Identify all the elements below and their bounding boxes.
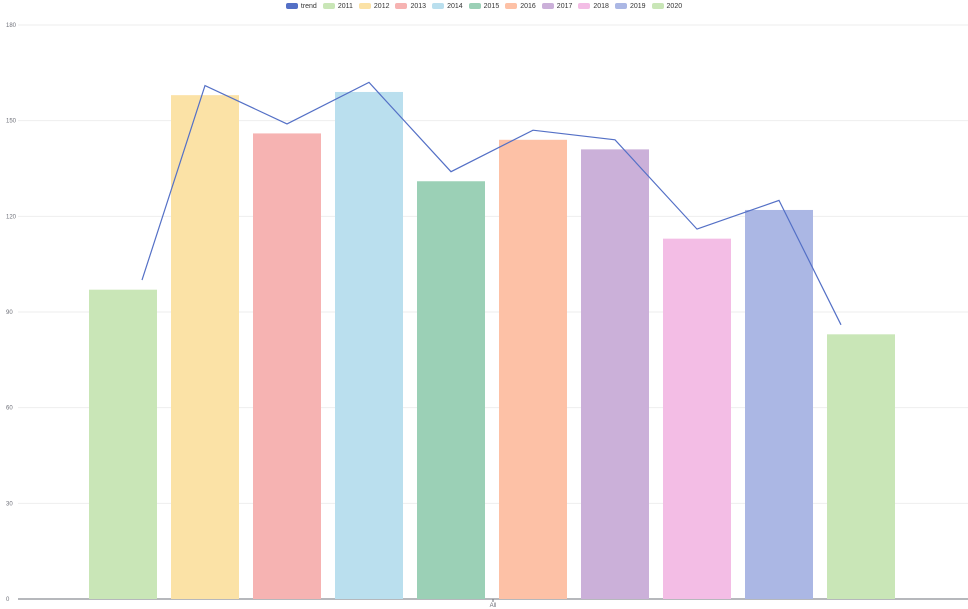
legend-item-2013[interactable]: 2013 <box>395 3 426 10</box>
legend-swatch <box>285 3 298 9</box>
y-tick-label: 150 <box>6 119 17 125</box>
y-tick-label: 30 <box>6 501 13 507</box>
bar-2019 <box>745 209 813 599</box>
bar-2012 <box>171 95 239 600</box>
legend-item-2020[interactable]: 2020 <box>651 2 683 10</box>
legend-swatch <box>541 3 554 9</box>
legend-label: 2011 <box>337 2 353 10</box>
legend: trend 2011 2012 2013 2014 2015 2016 2017 2018 201… <box>0 0 968 12</box>
y-tick-label: 120 <box>6 214 17 220</box>
bar-2013 <box>253 133 321 599</box>
y-tick-label: 90 <box>6 310 13 316</box>
legend-item-2015[interactable]: 2015 <box>468 2 500 10</box>
legend-label: 2016 <box>520 2 536 10</box>
legend-swatch <box>578 3 591 9</box>
legend-item-2019[interactable]: 2019 <box>614 2 646 10</box>
legend-label: 2019 <box>629 2 646 10</box>
trend-line <box>141 81 842 326</box>
y-tick-label: 0 <box>6 597 10 603</box>
legend-label: 2018 <box>593 2 609 10</box>
bar-2020 <box>827 334 895 599</box>
legend-swatch <box>505 3 518 9</box>
legend-swatch <box>432 3 445 9</box>
legend-label: 2014 <box>447 2 463 10</box>
legend-swatch <box>468 3 481 9</box>
legend-label: 2012 <box>373 2 390 10</box>
legend-label: 2015 <box>483 2 500 10</box>
legend-item-2014[interactable]: 2014 <box>432 3 463 10</box>
bar-2016 <box>499 139 567 600</box>
x-tick-label: All <box>490 603 497 609</box>
legend-item-2012[interactable]: 2012 <box>358 2 390 10</box>
bar-2011 <box>89 289 157 599</box>
bar-2014 <box>335 91 403 599</box>
legend-label: 2013 <box>410 2 427 10</box>
bar-2018 <box>663 238 731 599</box>
legend-label: trend <box>300 2 317 10</box>
legend-label: 2020 <box>666 2 683 10</box>
legend-label: 2017 <box>556 2 573 10</box>
legend-item-2017[interactable]: 2017 <box>541 2 573 10</box>
legend-swatch <box>614 3 627 9</box>
y-tick-label: 180 <box>6 23 17 29</box>
legend-swatch <box>651 3 664 9</box>
legend-item-2016[interactable]: 2016 <box>505 3 536 10</box>
legend-swatch <box>322 3 335 9</box>
bar-2015 <box>417 181 485 599</box>
legend-item-trend[interactable]: trend <box>285 2 317 10</box>
bar-2017 <box>581 149 649 599</box>
legend-swatch <box>358 3 371 9</box>
legend-swatch <box>395 3 408 9</box>
legend-item-2011[interactable]: 2011 <box>322 2 353 10</box>
y-tick-label: 60 <box>6 406 13 412</box>
legend-item-2018[interactable]: 2018 <box>578 3 609 10</box>
